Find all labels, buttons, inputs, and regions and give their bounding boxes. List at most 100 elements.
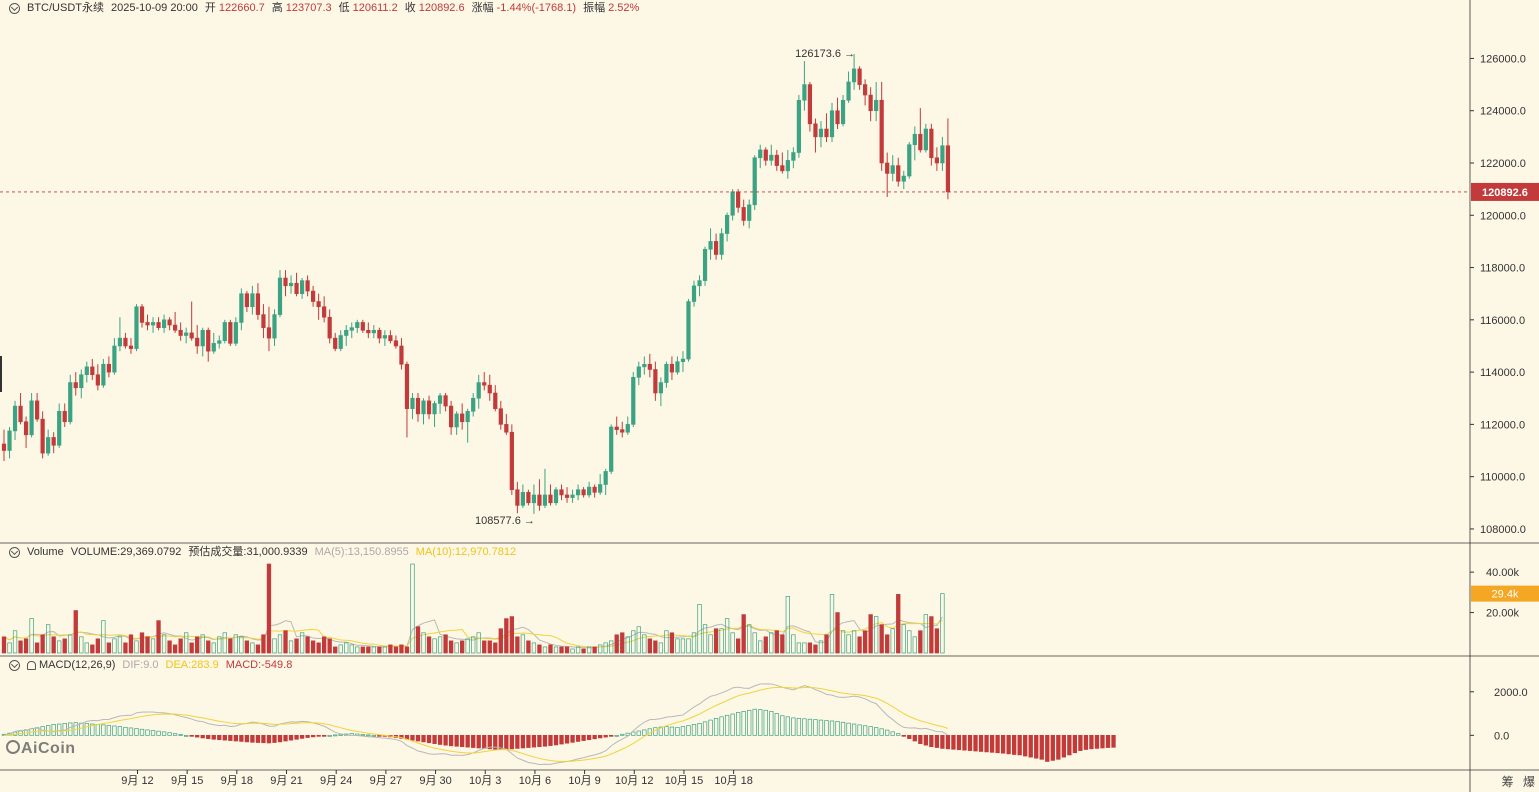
candle-body (598, 484, 603, 493)
macd-bar (862, 725, 868, 736)
volume-bar (156, 620, 161, 654)
volume-bar (846, 634, 851, 654)
candle-body (35, 400, 40, 420)
volume-bar (211, 642, 216, 654)
volume-bar (145, 636, 150, 654)
candle (840, 95, 846, 127)
macd-bar (299, 734, 305, 739)
candle (23, 416, 29, 448)
volume-bar (415, 626, 421, 654)
candle-body (603, 471, 608, 485)
candle (360, 319, 365, 333)
candle-body (128, 345, 134, 349)
candle-body (691, 285, 697, 302)
right-tool-icons: 筹 爆 (1496, 773, 1535, 790)
macd-bar (526, 734, 531, 748)
macd-bar (493, 734, 498, 750)
time-tick-label: 9月 15 (171, 775, 203, 787)
macd-bar (984, 734, 989, 753)
macd-bar (250, 734, 255, 743)
symbol-label[interactable]: BTC/USDT永续 (27, 2, 104, 14)
candle-body (515, 489, 520, 506)
collapse-macd-panel-icon[interactable] (9, 659, 20, 671)
volume-bar (34, 642, 40, 654)
macd-bar (896, 733, 901, 736)
volume-series (1, 563, 945, 654)
macd-bar (553, 734, 559, 746)
macd-bar (515, 734, 520, 749)
volume-bar (851, 630, 857, 654)
volume-bar (426, 636, 432, 654)
macd-bar (774, 713, 779, 736)
candle-body (333, 337, 338, 349)
macd-bar (642, 729, 647, 736)
macd-bar (636, 730, 641, 736)
candle-body (829, 110, 835, 138)
macd-title[interactable]: MACD(12,26,9) (39, 659, 116, 671)
candle (675, 356, 680, 375)
candle-body (531, 494, 537, 504)
candle (415, 393, 421, 422)
volume-bar (432, 638, 437, 654)
volume-bar (228, 638, 233, 654)
alert-bell-icon[interactable] (27, 660, 36, 670)
volume-bar (531, 642, 537, 654)
macd-bar (460, 734, 465, 748)
macd-bar (150, 730, 156, 736)
volume-bar (493, 642, 498, 654)
macd-bar (912, 734, 917, 742)
volume-bar (829, 594, 835, 654)
candle (294, 272, 299, 297)
macd-bar (454, 734, 459, 747)
candle-body (79, 374, 84, 389)
candle (774, 149, 779, 171)
candle (266, 306, 272, 352)
volume-bar (68, 634, 73, 654)
macd-bar (338, 734, 343, 736)
macd-bar (482, 734, 487, 749)
macd-bar (575, 734, 581, 742)
collapse-volume-panel-icon[interactable] (9, 546, 20, 558)
macd-bar (117, 726, 123, 736)
volume-bar (631, 630, 636, 654)
liquidation-icon[interactable]: 爆 (1522, 775, 1535, 789)
volume-bar (443, 634, 448, 654)
macd-bar (415, 734, 421, 742)
candle-body (349, 327, 354, 331)
candle (609, 424, 614, 475)
candle-body (896, 165, 901, 182)
collapse-price-panel-icon[interactable] (9, 2, 20, 14)
macd-bar (769, 711, 774, 736)
macd-bar (603, 734, 608, 738)
volume-tick-label: 40.00k (1486, 567, 1520, 579)
candle (288, 275, 294, 294)
volume-bar (548, 644, 553, 654)
volume-title[interactable]: Volume (27, 546, 64, 558)
macd-dif: DIF:9.0 (122, 659, 159, 671)
volume-bar (222, 632, 227, 654)
macd-bar (509, 734, 514, 750)
candle-body (907, 144, 912, 177)
macd-bar (592, 734, 597, 740)
volume-bar (167, 640, 172, 654)
candle (333, 332, 338, 352)
chip-distribution-icon[interactable]: 筹 (1501, 775, 1514, 789)
candle (923, 123, 928, 153)
volume-bar (404, 646, 410, 654)
macd-bar (172, 733, 178, 736)
candle (29, 393, 34, 438)
time-tick-label: 10月 12 (615, 775, 654, 787)
candle (311, 285, 316, 307)
candle (592, 484, 597, 498)
macd-bar (989, 734, 995, 753)
candle (874, 81, 879, 122)
candle-body (774, 154, 779, 166)
low-label: 低 120611.2 (338, 2, 398, 14)
candle (686, 298, 691, 362)
candle-body (206, 329, 211, 352)
candle-body (90, 366, 95, 376)
macd-bar (951, 734, 956, 750)
